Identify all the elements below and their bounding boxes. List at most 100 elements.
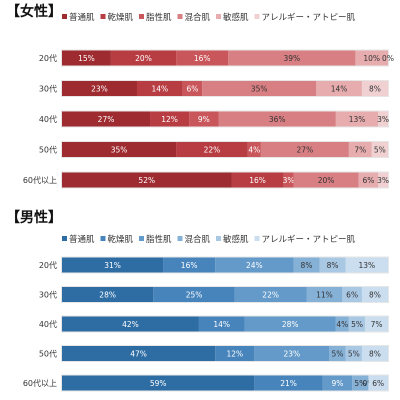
male-legend-item-1: 普通肌 xyxy=(62,234,95,245)
female-data-label-4-series-2: 22% xyxy=(204,146,221,155)
male-bar-5-series-4 xyxy=(352,375,369,391)
male-data-label-1-series-2: 16% xyxy=(181,261,198,270)
female-data-label-1-series-2: 20% xyxy=(135,54,152,63)
male-bar-1-series-3 xyxy=(215,257,294,273)
male-legend-swatch-6 xyxy=(254,236,260,241)
female-bar-4-series-6 xyxy=(371,142,388,157)
female-bar-1-series-4 xyxy=(228,50,356,66)
male-bar-1-series-1 xyxy=(62,257,164,273)
female-data-label-4-series-1: 35% xyxy=(111,146,128,155)
female-bar-5-series-1 xyxy=(62,172,232,188)
male-bar-4-series-1 xyxy=(62,346,216,361)
male-bar-4-series-2 xyxy=(215,346,255,361)
female-legend-swatch-6 xyxy=(254,14,260,19)
female-data-label-5-series-6: 3% xyxy=(377,176,389,185)
male-data-label-2-series-3: 22% xyxy=(262,291,279,300)
female-data-label-4-series-4: 27% xyxy=(297,146,314,155)
female-legend: 普通肌 乾燥肌 脂性肌 混合肌 敏感肌 アレルギー・アトピー肌 xyxy=(62,12,356,23)
female-bar-5-series-5 xyxy=(358,172,379,188)
female-data-label-3-series-2: 12% xyxy=(161,115,178,124)
female-legend-label-1: 普通肌 xyxy=(69,12,95,23)
female-legend-label-6: アレルギー・アトピー肌 xyxy=(262,13,356,23)
male-bar-3-series-4 xyxy=(335,316,349,332)
male-bar-4-series-3 xyxy=(254,346,330,361)
male-bar-5-series-1 xyxy=(62,375,255,391)
female-category-label-1: 20代 xyxy=(39,53,57,63)
male-legend-item-2: 乾燥肌 xyxy=(100,234,134,245)
male-data-label-1-series-1: 31% xyxy=(104,261,121,270)
male-category-label-3: 40代 xyxy=(39,319,57,329)
male-bar-4-series-5 xyxy=(345,346,362,361)
male-data-label-4-series-5: 5% xyxy=(348,350,360,359)
male-data-label-5-series-3: 9% xyxy=(332,379,344,388)
female-data-label-1-series-1: 15% xyxy=(78,54,95,63)
male-bar-1-series-2 xyxy=(163,257,216,273)
male-bar-5-series-2 xyxy=(254,375,323,391)
female-bar-2-series-6 xyxy=(361,81,388,96)
female-legend-item-3: 脂性肌 xyxy=(139,12,172,23)
male-legend-swatch-3 xyxy=(139,236,144,241)
male-legend-item-5: 敏感肌 xyxy=(216,234,249,245)
female-legend-item-5: 敏感肌 xyxy=(216,12,249,23)
female-legend-item-2: 乾燥肌 xyxy=(100,12,134,23)
female-legend-label-3: 脂性肌 xyxy=(146,12,172,23)
female-bar-1-series-3 xyxy=(176,50,229,66)
female-category-label-5: 60代以上 xyxy=(23,175,57,185)
female-data-label-1-series-3: 16% xyxy=(194,54,211,63)
male-data-label-2-series-1: 28% xyxy=(99,291,116,300)
female-stacked-bar-chart: 普通肌 乾燥肌 脂性肌 混合肌 敏感肌 アレルギー・アトピー肌 20代 15% 20% 16% 39… xyxy=(23,12,394,189)
female-data-label-4-series-3: 4% xyxy=(248,146,260,155)
female-data-label-2-series-5: 14% xyxy=(331,85,348,94)
female-bar-3-series-6 xyxy=(378,111,388,127)
male-data-label-5-series-6: 6% xyxy=(372,379,384,388)
male-data-label-3-series-1: 42% xyxy=(122,320,139,329)
female-legend-item-1: 普通肌 xyxy=(62,12,95,23)
male-data-label-2-series-4: 11% xyxy=(316,291,333,300)
female-bar-2-series-3 xyxy=(182,81,203,96)
male-bar-2-series-1 xyxy=(62,287,154,302)
male-legend-swatch-1 xyxy=(62,236,67,241)
female-bar-2-series-2 xyxy=(136,81,183,96)
male-data-label-2-series-6: 8% xyxy=(369,291,381,300)
male-bar-3-series-6 xyxy=(365,316,388,332)
female-data-label-2-series-2: 14% xyxy=(151,85,168,94)
male-bar-1-series-6 xyxy=(345,257,388,273)
female-bar-5-series-6 xyxy=(378,172,388,188)
female-legend-item-6: アレルギー・アトピー肌 xyxy=(254,13,356,23)
male-bar-5-series-6 xyxy=(368,375,388,391)
female-bar-2-series-1 xyxy=(62,81,137,96)
male-data-label-3-series-2: 14% xyxy=(213,320,230,329)
male-data-label-4-series-4: 5% xyxy=(332,350,344,359)
male-bar-5-series-3 xyxy=(322,375,353,391)
female-category-label-2: 30代 xyxy=(39,84,57,94)
female-data-label-3-series-3: 9% xyxy=(198,115,210,124)
male-bar-2-series-3 xyxy=(234,287,307,302)
male-stacked-bar-chart: 普通肌 乾燥肌 脂性肌 混合肌 敏感肌 アレルギー・アトピー肌 20代 31% 16% 24% 8%… xyxy=(23,234,389,392)
male-category-label-4: 50代 xyxy=(39,349,57,359)
male-legend-label-2: 乾燥肌 xyxy=(108,234,134,245)
female-bar-5-series-2 xyxy=(231,172,284,188)
male-bar-3-series-1 xyxy=(62,316,199,332)
female-data-label-1-series-4: 39% xyxy=(283,54,300,63)
male-data-label-1-series-5: 8% xyxy=(327,261,339,270)
male-data-label-1-series-6: 13% xyxy=(358,261,375,270)
male-legend-item-4: 混合肌 xyxy=(177,234,211,245)
male-data-label-4-series-1: 47% xyxy=(130,350,147,359)
female-data-label-5-series-4: 20% xyxy=(318,176,335,185)
male-chart-title: 【男性】 xyxy=(6,210,62,226)
male-legend-swatch-4 xyxy=(177,236,183,241)
male-legend-item-3: 脂性肌 xyxy=(139,234,172,245)
male-data-label-5-series-2: 21% xyxy=(280,379,297,388)
male-data-label-4-series-3: 23% xyxy=(283,350,300,359)
female-bar-4-series-5 xyxy=(348,142,372,157)
female-bar-4-series-2 xyxy=(176,142,248,157)
male-legend-label-5: 敏感肌 xyxy=(223,234,249,245)
female-bar-1-series-2 xyxy=(110,50,177,66)
male-bar-2-series-5 xyxy=(342,287,362,302)
female-data-label-4-series-5: 7% xyxy=(354,146,366,155)
male-data-label-1-series-4: 8% xyxy=(301,261,313,270)
female-bar-3-series-5 xyxy=(335,111,379,127)
male-legend-label-6: アレルギー・アトピー肌 xyxy=(262,235,356,245)
male-data-label-2-series-5: 6% xyxy=(346,291,358,300)
female-category-label-4: 50代 xyxy=(39,145,57,155)
